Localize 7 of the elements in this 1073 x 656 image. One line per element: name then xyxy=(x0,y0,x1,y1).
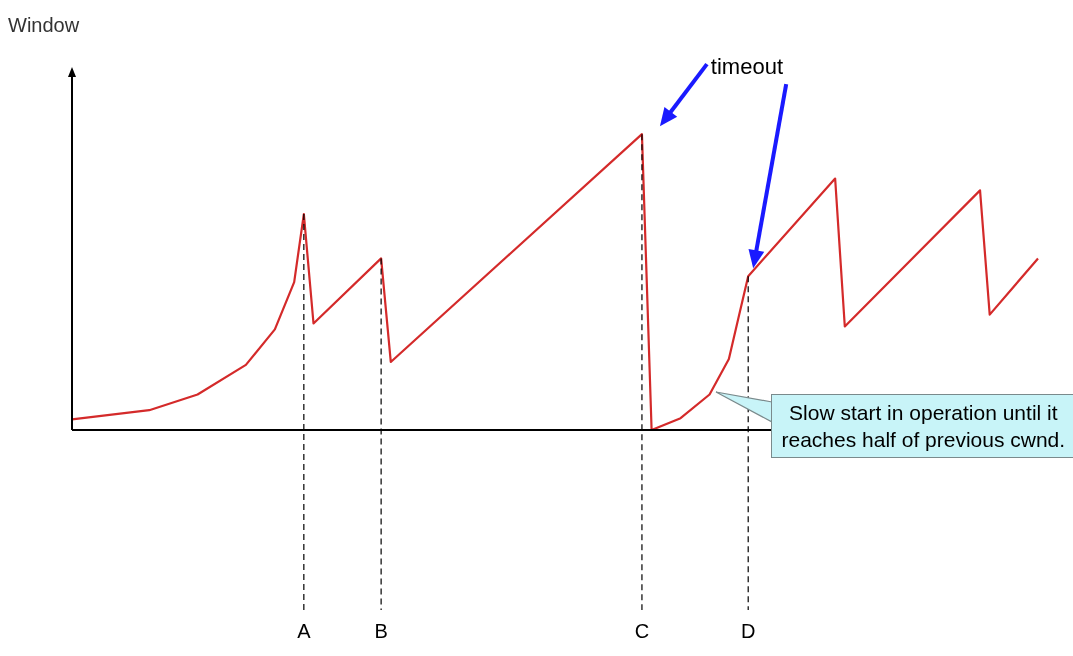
y-axis-title: Window xyxy=(8,13,80,36)
annotation: Slow start in operation until it reaches half of previous cwnd. xyxy=(771,394,1073,458)
x-tick-label: B xyxy=(374,619,388,642)
x-tick-label: A xyxy=(297,619,312,642)
x-tick-label: D xyxy=(740,619,756,642)
text: timeout xyxy=(710,54,784,80)
x-tick-label: C xyxy=(634,619,650,642)
